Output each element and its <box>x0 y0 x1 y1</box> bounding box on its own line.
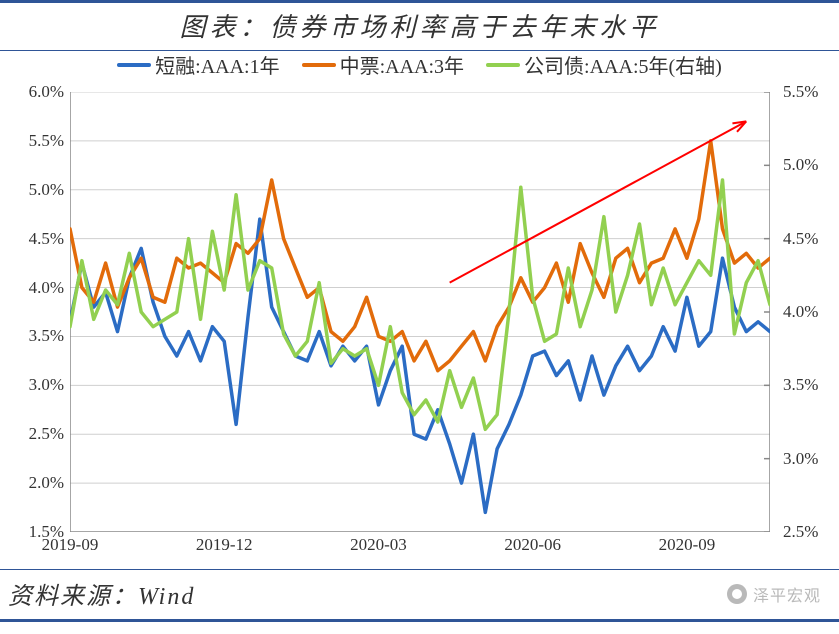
legend-label-1: 中票:AAA:3年 <box>340 50 464 79</box>
legend-item-0: 短融:AAA:1年 <box>117 50 279 79</box>
x-tick-label: 2020-06 <box>504 535 561 555</box>
watermark: 泽平宏观 <box>727 582 821 606</box>
watermark-icon <box>727 584 747 604</box>
source-label: 资料来源：Wind <box>0 569 839 622</box>
y-left-tick-label: 3.5% <box>29 326 64 346</box>
legend-label-2: 公司债:AAA:5年(右轴) <box>524 50 722 79</box>
legend-swatch-0 <box>117 63 151 67</box>
y-right-tick-label: 3.0% <box>783 449 818 469</box>
legend-label-0: 短融:AAA:1年 <box>155 50 279 79</box>
y-left-tick-label: 3.0% <box>29 375 64 395</box>
y-axis-right: 2.5%3.0%3.5%4.0%4.5%5.0%5.5% <box>779 92 839 532</box>
legend-swatch-2 <box>486 63 520 67</box>
y-right-tick-label: 2.5% <box>783 522 818 542</box>
legend-item-1: 中票:AAA:3年 <box>302 50 464 79</box>
x-tick-label: 2020-09 <box>659 535 716 555</box>
series-line <box>70 180 770 429</box>
legend-item-2: 公司债:AAA:5年(右轴) <box>486 50 722 79</box>
series-group <box>70 141 770 513</box>
y-left-tick-label: 2.0% <box>29 473 64 493</box>
legend: 短融:AAA:1年 中票:AAA:3年 公司债:AAA:5年(右轴) <box>0 50 839 79</box>
right-ticks <box>764 92 770 532</box>
y-right-tick-label: 5.0% <box>783 155 818 175</box>
y-right-tick-label: 4.5% <box>783 229 818 249</box>
plot-svg <box>70 92 770 532</box>
watermark-text: 泽平宏观 <box>753 582 821 606</box>
y-left-tick-label: 2.5% <box>29 424 64 444</box>
chart-container: 图表：债券市场利率高于去年末水平 短融:AAA:1年 中票:AAA:3年 公司债… <box>0 0 839 634</box>
y-right-tick-label: 5.5% <box>783 82 818 102</box>
y-axis-left: 1.5%2.0%2.5%3.0%3.5%4.0%4.5%5.0%5.5%6.0% <box>0 92 68 532</box>
y-left-tick-label: 5.0% <box>29 180 64 200</box>
y-right-tick-label: 3.5% <box>783 375 818 395</box>
y-left-tick-label: 4.5% <box>29 229 64 249</box>
legend-swatch-1 <box>302 63 336 67</box>
chart-title: 图表：债券市场利率高于去年末水平 <box>0 0 839 51</box>
x-tick-label: 2019-09 <box>42 535 99 555</box>
y-left-tick-label: 6.0% <box>29 82 64 102</box>
y-left-tick-label: 4.0% <box>29 278 64 298</box>
x-tick-label: 2020-03 <box>350 535 407 555</box>
plot-area <box>70 92 770 532</box>
y-right-tick-label: 4.0% <box>783 302 818 322</box>
y-left-tick-label: 5.5% <box>29 131 64 151</box>
x-tick-label: 2019-12 <box>196 535 253 555</box>
